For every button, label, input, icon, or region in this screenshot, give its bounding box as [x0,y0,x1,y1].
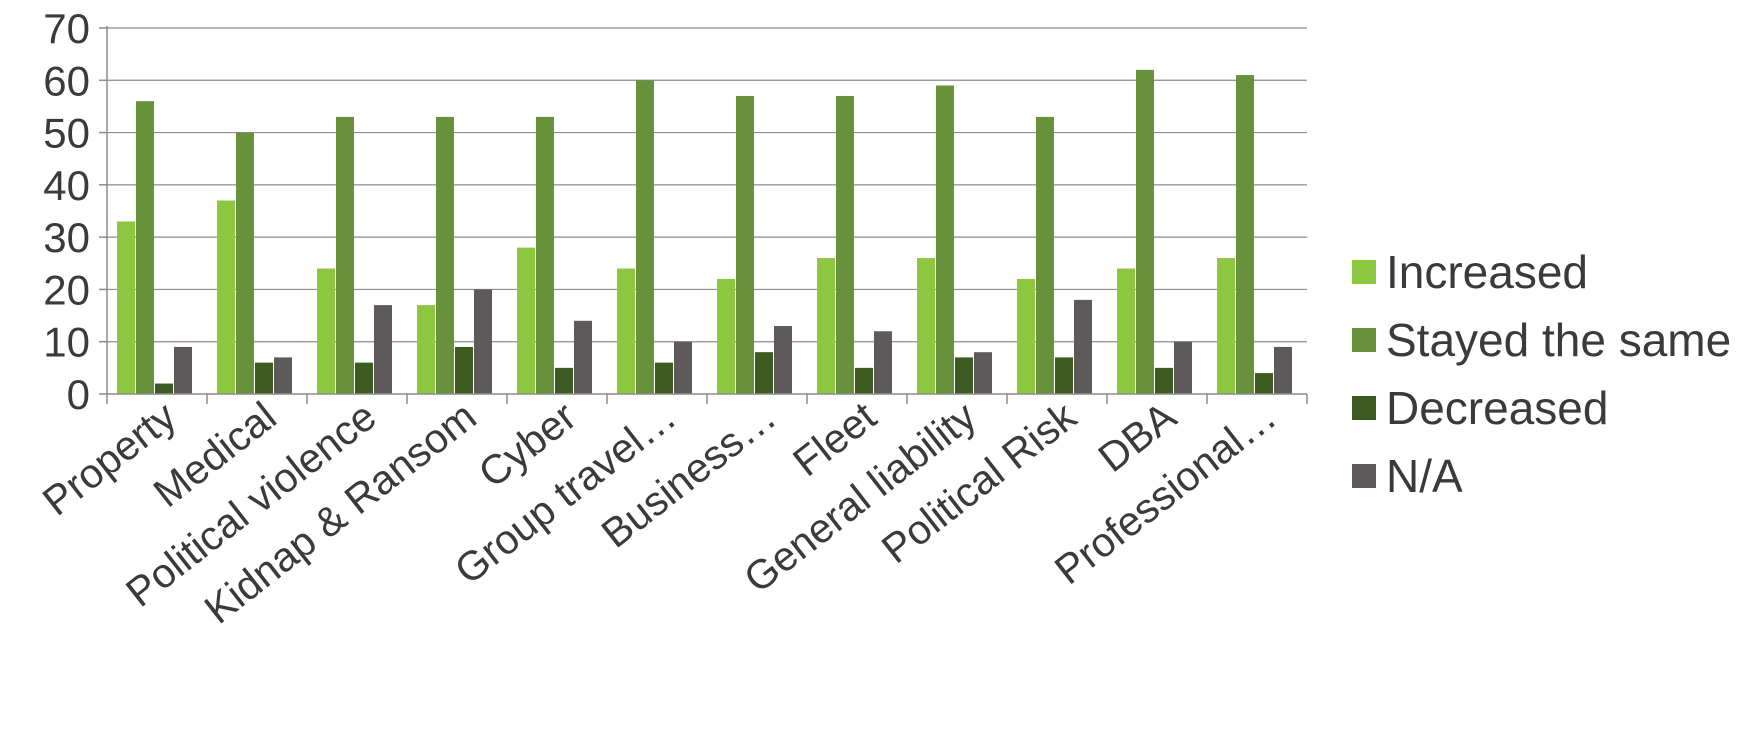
bar-n-a-medical [274,357,292,394]
bar-decreased-fleet [855,367,873,394]
y-tick-label-0: 0 [67,371,90,418]
bar-decreased-medical [255,362,273,394]
bar-stayed-the-same-professional [1236,75,1254,395]
bar-increased-general-liability [917,258,935,394]
bar-n-a-group-travel [674,341,692,394]
bar-n-a-dba [1174,341,1192,394]
x-tick-label-property: Property [34,393,185,525]
bar-stayed-the-same-medical [236,132,254,395]
bar-decreased-business [755,352,773,394]
legend-label-increased: Increased [1386,246,1589,298]
bar-decreased-political-risk [1055,357,1073,394]
bar-increased-cyber [517,247,535,394]
bar-n-a-property [174,346,192,394]
y-tick-label-40: 40 [43,162,90,209]
bar-stayed-the-same-cyber [536,116,554,394]
y-tick-label-60: 60 [43,57,90,104]
bar-n-a-political-violence [374,305,392,394]
legend-swatch-stayed-the-same [1352,328,1376,352]
bar-decreased-group-travel [655,362,673,394]
legend-label-decreased: Decreased [1386,382,1609,434]
y-tick-label-30: 30 [43,214,90,261]
bar-stayed-the-same-political-risk [1036,116,1054,394]
legend-swatch-increased [1352,260,1376,284]
gridlines [107,27,1307,343]
bar-increased-medical [217,200,235,394]
legend-item-na: N/A [1352,442,1731,510]
bar-n-a-kidnap-ransom [474,289,492,394]
bar-n-a-general-liability [974,352,992,394]
bar-stayed-the-same-dba [1136,69,1154,394]
bar-increased-property [117,221,135,394]
legend-label-na: N/A [1386,450,1463,502]
bar-n-a-cyber [574,320,592,394]
legend-item-stayed-the-same: Stayed the same [1352,306,1731,374]
y-tick-label-70: 70 [43,5,90,52]
bar-decreased-kidnap-ransom [455,346,473,394]
bar-increased-kidnap-ransom [417,305,435,394]
bar-stayed-the-same-business [736,95,754,394]
bar-decreased-dba [1155,367,1173,394]
bar-stayed-the-same-kidnap-ransom [436,116,454,394]
y-tick-label-50: 50 [43,110,90,157]
bars [117,69,1292,395]
bar-decreased-general-liability [955,357,973,394]
bar-increased-dba [1117,268,1135,394]
legend-item-decreased: Decreased [1352,374,1731,442]
bar-increased-political-violence [317,268,335,394]
legend-swatch-na [1352,464,1376,488]
bar-n-a-business [774,326,792,394]
legend-label-stayed-the-same: Stayed the same [1386,314,1732,366]
bar-increased-business [717,278,735,394]
bar-decreased-professional [1255,373,1273,394]
axes [99,26,1308,404]
bar-increased-fleet [817,258,835,394]
bar-n-a-professional [1274,346,1292,394]
legend-swatch-decreased [1352,396,1376,420]
bar-stayed-the-same-property [136,101,154,394]
bar-increased-professional [1217,258,1235,394]
legend: Increased Stayed the same Decreased N/A [1352,238,1731,510]
bar-increased-political-risk [1017,278,1035,394]
bar-decreased-political-violence [355,362,373,394]
bar-decreased-cyber [555,367,573,394]
bar-n-a-fleet [874,331,892,394]
bar-n-a-political-risk [1074,299,1092,394]
bar-decreased-property [155,383,173,394]
bar-stayed-the-same-group-travel [636,80,654,395]
legend-item-increased: Increased [1352,238,1731,306]
bar-stayed-the-same-fleet [836,95,854,394]
y-tick-label-10: 10 [43,319,90,366]
bar-stayed-the-same-general-liability [936,85,954,394]
bar-increased-group-travel [617,268,635,394]
y-tick-label-20: 20 [43,266,90,313]
bar-stayed-the-same-political-violence [336,116,354,394]
